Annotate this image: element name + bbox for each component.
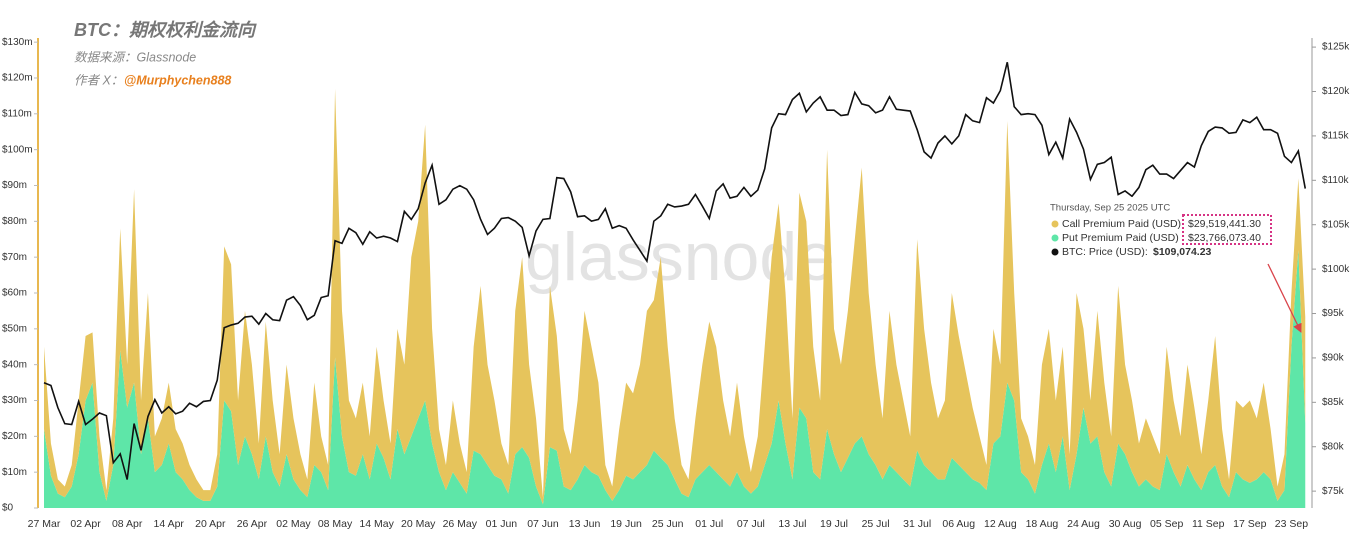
y2-tick-label: $75k	[1322, 486, 1345, 497]
x-tick-label: 27 Mar	[28, 518, 61, 530]
chart-title: BTC：期权权利金流向	[74, 20, 257, 40]
x-tick-label: 19 Jun	[610, 518, 642, 530]
x-tick-label: 01 Jun	[486, 518, 518, 530]
y-tick-label: $110m	[2, 108, 32, 119]
y-tick-label: $0	[2, 503, 14, 514]
x-tick-label: 05 Sep	[1150, 518, 1183, 530]
y-tick-label: $100m	[2, 144, 33, 155]
author: @Murphychen888	[124, 73, 231, 87]
y-tick-label: $70m	[2, 252, 27, 263]
y-tick-label: $80m	[2, 216, 27, 227]
x-tick-label: 02 May	[276, 518, 311, 530]
y2-tick-label: $95k	[1322, 308, 1345, 319]
x-tick-label: 08 Apr	[112, 518, 143, 530]
tooltip-label: Call Premium Paid (USD)	[1062, 218, 1181, 230]
y2-tick-label: $125k	[1322, 42, 1350, 53]
tooltip-value: $29,519,441.30	[1188, 218, 1261, 230]
area	[44, 249, 1306, 508]
x-tick-label: 25 Jul	[862, 518, 890, 530]
legend-dot	[1051, 220, 1059, 228]
y-tick-label: $30m	[2, 395, 27, 406]
legend-dot	[1051, 234, 1059, 242]
y-tick-label: $50m	[2, 323, 27, 334]
x-tick-label: 20 May	[401, 518, 436, 530]
y2-tick-label: $100k	[1322, 264, 1350, 275]
x-tick-label: 14 May	[359, 518, 394, 530]
author-prefix: 作者 X：	[74, 73, 123, 87]
subtitle: 数据来源：Glassnode	[74, 50, 196, 64]
y2-tick-label: $85k	[1322, 397, 1345, 408]
x-tick-label: 02 Apr	[70, 518, 101, 530]
y2-tick-label: $120k	[1322, 86, 1350, 97]
tooltip: Thursday, Sep 25 2025 UTC Call Premium P…	[1042, 197, 1278, 261]
y-tick-label: $60m	[2, 288, 27, 299]
x-tick-label: 14 Apr	[154, 518, 185, 530]
x-tick-label: 08 May	[318, 518, 353, 530]
tooltip-value: $109,074.23	[1153, 246, 1212, 258]
y-tick-label: $90m	[2, 180, 27, 191]
tooltip-date: Thursday, Sep 25 2025 UTC	[1050, 203, 1170, 214]
x-tick-label: 13 Jul	[778, 518, 806, 530]
y2-tick-label: $110k	[1322, 175, 1350, 186]
x-tick-label: 11 Sep	[1192, 518, 1225, 530]
x-tick-label: 12 Aug	[984, 518, 1017, 530]
x-tick-label: 26 May	[443, 518, 478, 530]
x-tick-label: 18 Aug	[1026, 518, 1059, 530]
x-tick-label: 13 Jun	[569, 518, 601, 530]
plot-area	[43, 62, 1307, 508]
price-line	[43, 62, 1307, 480]
y2-tick-label: $90k	[1322, 353, 1345, 364]
tooltip-label: BTC: Price (USD):	[1062, 246, 1148, 258]
x-tick-label: 31 Jul	[903, 518, 931, 530]
x-tick-label: 06 Aug	[942, 518, 975, 530]
y-tick-label: $130m	[2, 37, 33, 48]
x-tick-label: 19 Jul	[820, 518, 848, 530]
y-tick-label: $20m	[2, 431, 27, 442]
highlight-box	[1182, 214, 1272, 245]
x-tick-label: 07 Jun	[527, 518, 559, 530]
x-tick-label: 25 Jun	[652, 518, 684, 530]
x-tick-label: 07 Jul	[737, 518, 765, 530]
tooltip-label: Put Premium Paid (USD)	[1062, 232, 1179, 244]
legend-dot	[1051, 248, 1059, 256]
x-tick-label: 30 Aug	[1109, 518, 1142, 530]
area	[44, 88, 1306, 505]
x-tick-label: 23 Sep	[1275, 518, 1308, 530]
y-tick-label: $40m	[2, 359, 27, 370]
y-tick-label: $120m	[2, 73, 33, 84]
y2-tick-label: $80k	[1322, 441, 1345, 452]
arrow	[1267, 263, 1302, 333]
x-tick-label: 20 Apr	[195, 518, 226, 530]
x-tick-label: 26 Apr	[237, 518, 268, 530]
watermark: glassnode	[525, 219, 835, 295]
y2-tick-label: $105k	[1322, 219, 1350, 230]
x-tick-label: 17 Sep	[1233, 518, 1266, 530]
y-tick-label: $10m	[2, 467, 27, 478]
tooltip-box	[1042, 197, 1278, 261]
tooltip-value: $23,766,073.40	[1188, 232, 1261, 244]
y2-tick-label: $115k	[1322, 131, 1350, 142]
x-tick-label: 01 Jul	[695, 518, 723, 530]
x-tick-label: 24 Aug	[1067, 518, 1100, 530]
